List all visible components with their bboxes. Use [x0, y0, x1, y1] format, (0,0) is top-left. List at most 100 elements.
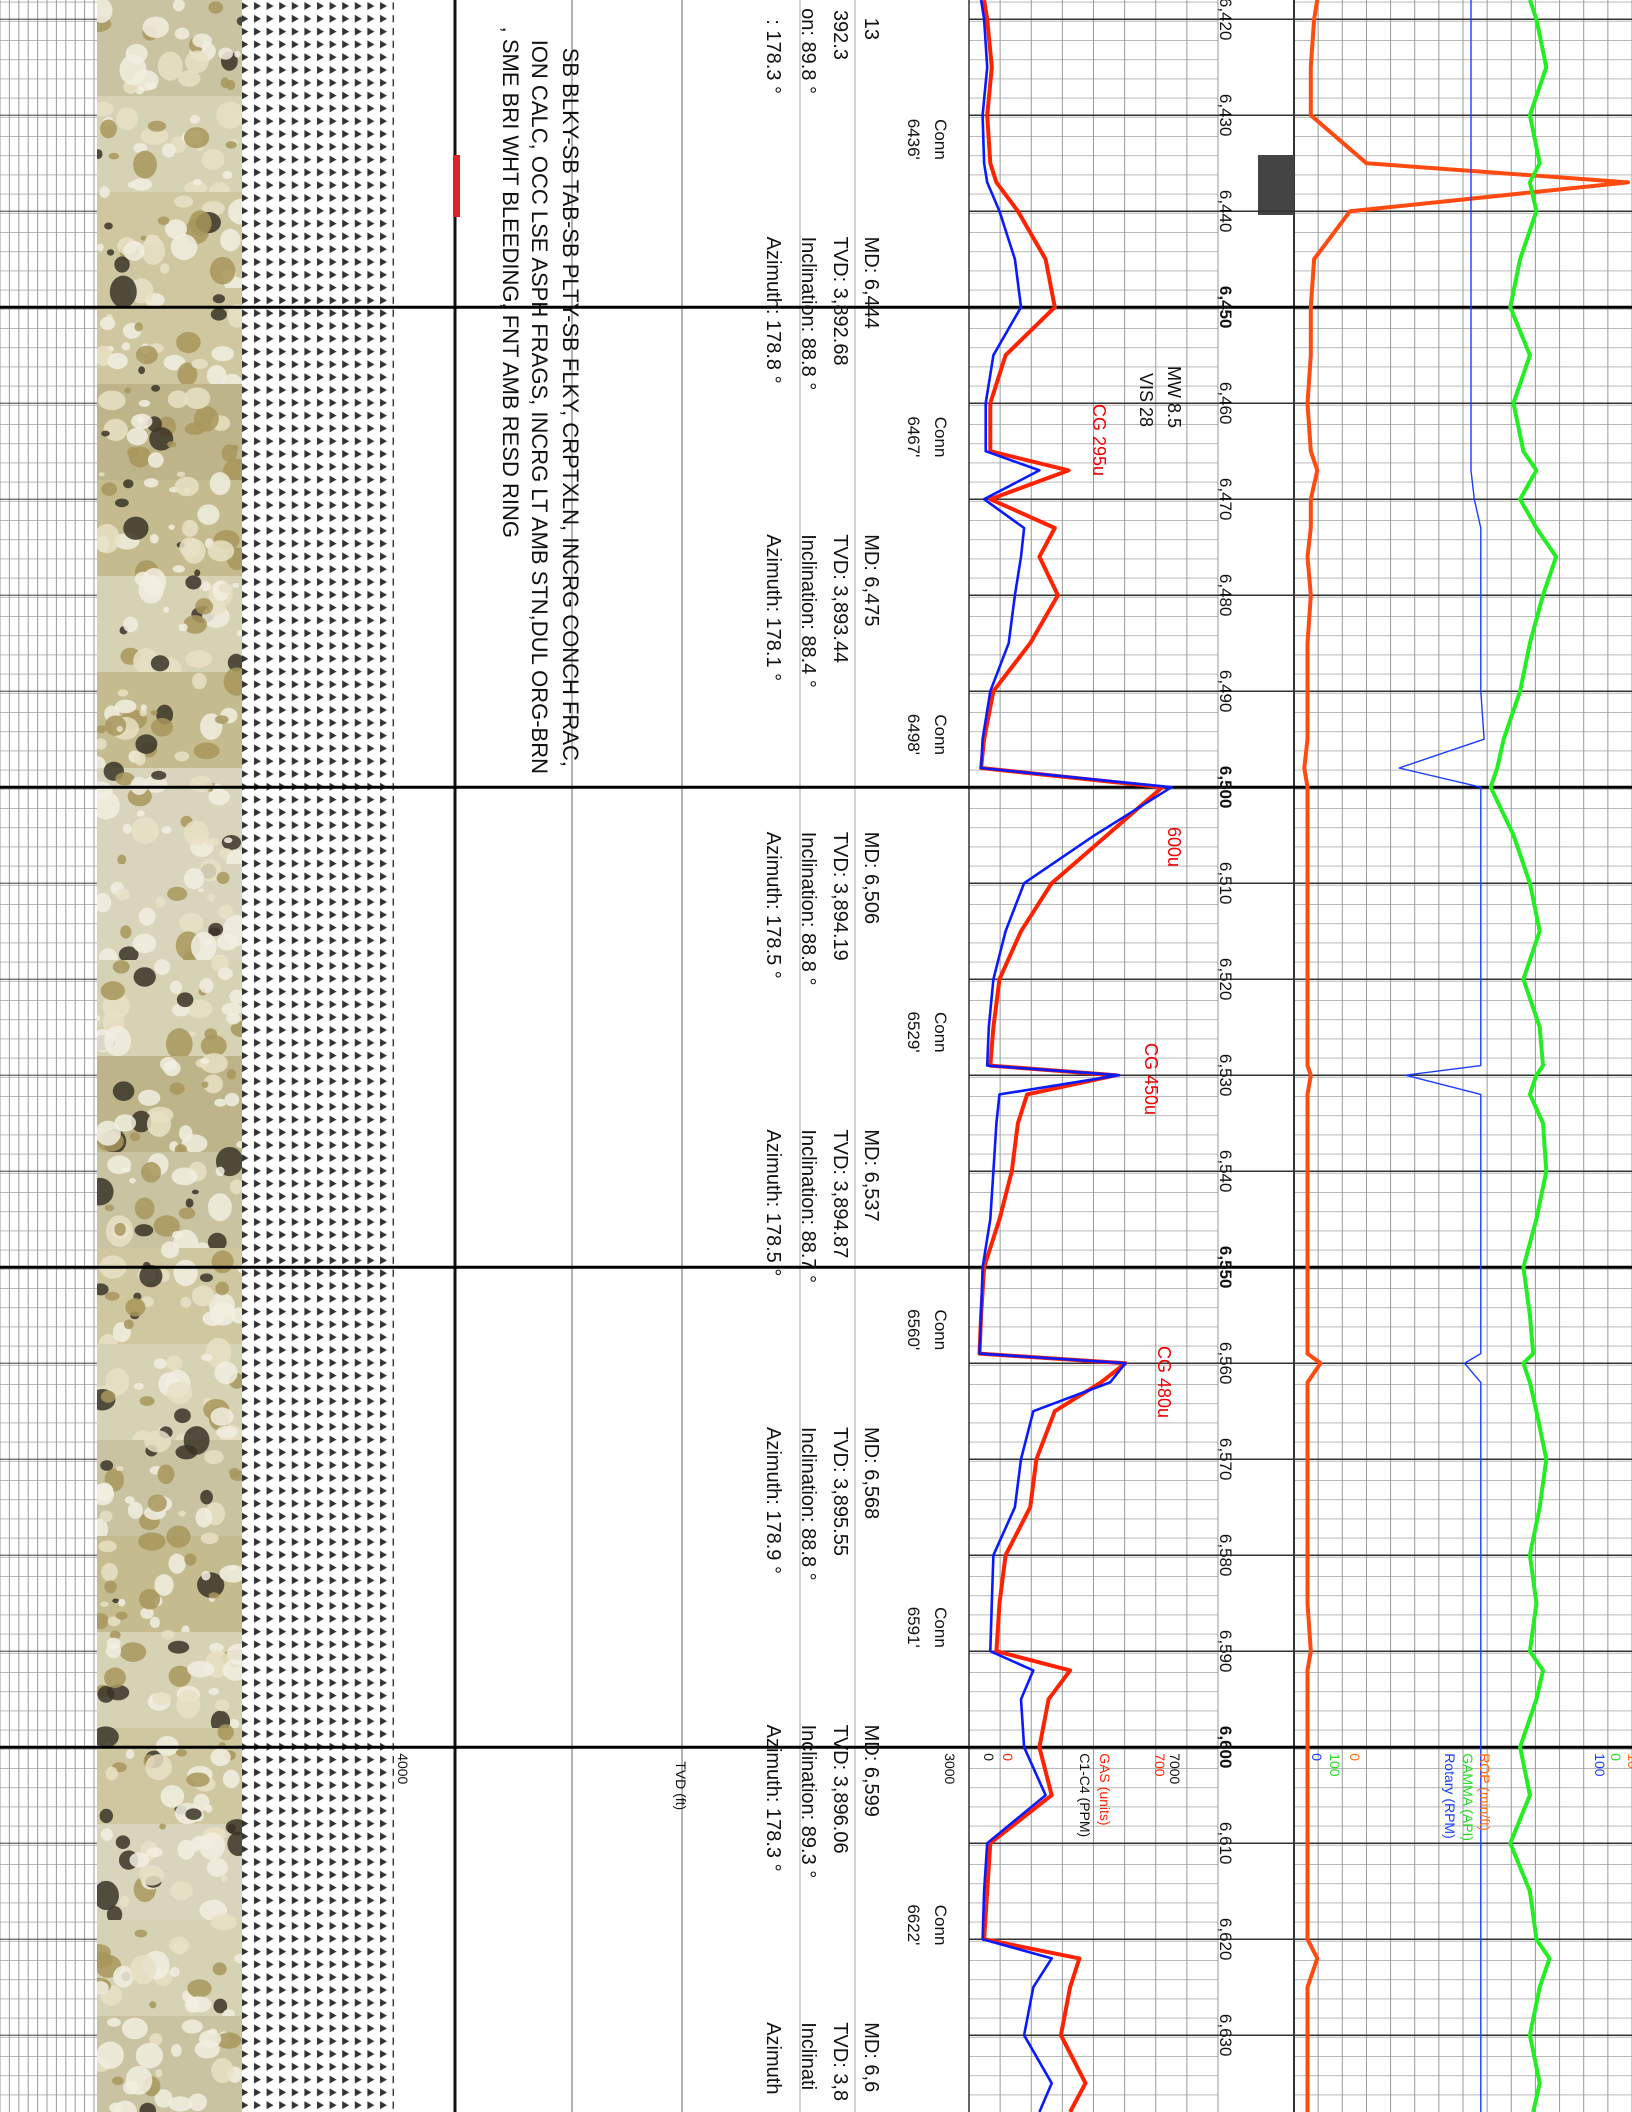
grain [184, 387, 211, 410]
grain [106, 1905, 123, 1924]
grain [207, 540, 235, 562]
grain [135, 734, 158, 754]
grain [178, 1207, 196, 1220]
grain [99, 316, 116, 331]
grain [212, 1962, 227, 1976]
depth-label: 6,550 [1216, 1246, 1235, 1289]
grain [210, 1302, 236, 1326]
grain [101, 1562, 118, 1582]
grain [208, 2028, 218, 2036]
grain [97, 1029, 114, 1053]
survey-text: Inclination: 88.4 ° [797, 534, 819, 688]
grain [207, 893, 216, 902]
grain [199, 858, 222, 882]
grain [171, 1167, 198, 1186]
grain [118, 946, 139, 963]
grain [168, 2096, 193, 2112]
grain [185, 650, 213, 668]
grain [185, 575, 202, 590]
grain [180, 1296, 192, 1308]
conn-label: Conn [931, 1905, 950, 1946]
survey-text: Azimuth: 178.8 ° [762, 237, 784, 384]
depth-label: 6,610 [1216, 1822, 1235, 1865]
conn-depth: 6467' [904, 416, 923, 457]
grain [112, 1081, 135, 1101]
grain [97, 725, 107, 734]
lithology-description: ION CALC, OCC LSE ASPH FRAGS, INCRG LT A… [527, 40, 552, 774]
grain [115, 1611, 128, 1620]
grain [97, 101, 114, 117]
grain [122, 1166, 131, 1173]
grain [227, 1831, 242, 1857]
grain [142, 16, 169, 39]
grain [234, 51, 241, 58]
grain [167, 441, 177, 448]
grain [119, 1895, 130, 1907]
survey-text: : 178.3 ° [762, 19, 784, 94]
depth-label: 6,480 [1216, 574, 1235, 617]
grain [140, 1161, 162, 1183]
grain [115, 888, 131, 901]
grain [152, 1692, 172, 1705]
grain [184, 180, 208, 196]
grain [221, 835, 242, 850]
grain [135, 2042, 164, 2069]
grain [210, 1913, 237, 1931]
grain [230, 1020, 242, 1037]
grain [133, 967, 156, 987]
depth-label: 6,510 [1216, 862, 1235, 905]
grain [125, 1749, 135, 1760]
grain [115, 772, 135, 786]
survey-text: on: 89.8 ° [797, 8, 819, 94]
grain [210, 1407, 234, 1426]
survey-text: MD: 6,568 [860, 1427, 882, 1519]
survey-text: MD: 6,599 [860, 1725, 882, 1817]
grain [214, 1361, 238, 1385]
grain [145, 82, 157, 90]
grain [178, 623, 188, 632]
grain [121, 342, 131, 351]
survey-text: MD: 6,444 [860, 237, 882, 329]
grain [97, 0, 113, 23]
scale-min-label: 100 [1327, 1753, 1343, 1777]
grain [167, 886, 188, 901]
grain [211, 1250, 234, 1274]
grain [147, 1494, 167, 1512]
grain [226, 1643, 242, 1665]
grain [138, 1089, 161, 1106]
survey-text: MD: 6,475 [860, 534, 882, 626]
grain [133, 1382, 144, 1390]
grain [134, 322, 143, 332]
grain [204, 1450, 224, 1465]
grain [236, 1141, 242, 1149]
grain [189, 775, 213, 793]
grain [227, 304, 242, 328]
grain [140, 704, 147, 711]
depth-label: 6,520 [1216, 958, 1235, 1001]
depth-label: 6,440 [1216, 190, 1235, 233]
curve [1398, 0, 1485, 2112]
grain [190, 931, 217, 962]
grain [218, 904, 233, 920]
grain [123, 1319, 134, 1330]
grain [155, 896, 166, 909]
grain [97, 243, 104, 252]
grain [214, 715, 229, 724]
survey-text: Azimuth: 178.9 ° [762, 1427, 784, 1574]
grain [183, 487, 191, 494]
grain [226, 1012, 241, 1025]
grain [205, 1337, 232, 1369]
grain [151, 384, 161, 392]
grain [218, 583, 233, 594]
grain [214, 1098, 227, 1107]
grain [185, 1808, 202, 1820]
conn-label: Conn [931, 1607, 950, 1648]
grain [220, 228, 241, 252]
grain [100, 981, 125, 1001]
grain [222, 1769, 240, 1789]
grain [236, 16, 242, 26]
grain [100, 1828, 113, 1841]
grain [119, 54, 147, 86]
grain [139, 2102, 157, 2112]
cuttings-photo [97, 0, 242, 2112]
